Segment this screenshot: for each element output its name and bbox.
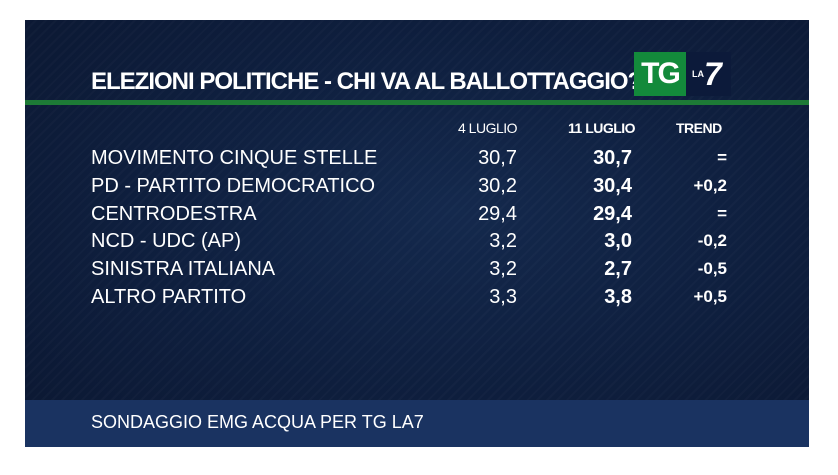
trend-value: =	[717, 148, 727, 167]
logo-seven: 7	[704, 56, 722, 92]
trend-value: -0,2	[697, 231, 727, 251]
value-4-luglio: 3,2	[489, 258, 517, 281]
value-11-luglio: 30,4	[593, 174, 632, 197]
party-name: NCD - UDC (AP)	[91, 230, 241, 253]
trend-value: +0,5	[693, 287, 727, 306]
tg-la7-logo: TG LA 7	[634, 52, 731, 96]
footer-band: SONDAGGIO EMG ACQUA PER TG LA7	[25, 400, 809, 447]
party-name: CENTRODESTRA	[91, 202, 257, 225]
trend-value: =	[717, 203, 727, 223]
table-row: NCD - UDC (AP) 3,2 3,0 -0,2	[25, 227, 809, 255]
trend-value: -0,5	[697, 259, 727, 279]
logo-la7: LA 7	[686, 52, 731, 96]
value-4-luglio: 3,2	[489, 230, 517, 253]
poll-panel: ELEZIONI POLITICHE - CHI VA AL BALLOTTAG…	[25, 20, 809, 447]
table-row: CENTRODESTRA 29,4 29,4 =	[25, 200, 809, 228]
value-4-luglio: 30,7	[478, 147, 517, 169]
source-note: SONDAGGIO EMG ACQUA PER TG LA7	[91, 412, 424, 432]
column-header-4-luglio: 4 LUGLIO	[458, 120, 518, 136]
trend-value: +0,2	[693, 175, 727, 195]
logo-tg: TG	[634, 52, 686, 96]
party-name: PD - PARTITO DEMOCRATICO	[91, 174, 376, 197]
table-row: MOVIMENTO CINQUE STELLE 30,7 30,7 =	[25, 144, 809, 172]
logo-la: LA	[692, 69, 704, 79]
party-name: SINISTRA ITALIANA	[91, 258, 276, 281]
column-header-trend: TREND	[676, 120, 722, 136]
value-11-luglio: 3,8	[604, 286, 632, 308]
value-11-luglio: 29,4	[593, 202, 632, 225]
table-row: SINISTRA ITALIANA 3,2 2,7 -0,5	[25, 255, 809, 283]
table-row: PD - PARTITO DEMOCRATICO 30,2 30,4 +0,2	[25, 172, 809, 200]
value-11-luglio: 30,7	[593, 147, 632, 169]
chart-title: ELEZIONI POLITICHE - CHI VA AL BALLOTTAG…	[91, 68, 642, 95]
table-row: ALTRO PARTITO 3,3 3,8 +0,5	[25, 283, 809, 311]
value-11-luglio: 3,0	[604, 230, 632, 253]
party-name: ALTRO PARTITO	[91, 286, 247, 308]
green-divider	[25, 100, 809, 105]
value-4-luglio: 30,2	[478, 174, 517, 197]
value-4-luglio: 3,3	[489, 286, 517, 308]
party-name: MOVIMENTO CINQUE STELLE	[91, 147, 378, 169]
value-11-luglio: 2,7	[604, 258, 632, 281]
value-4-luglio: 29,4	[478, 202, 517, 225]
column-header-11-luglio: 11 LUGLIO	[568, 120, 636, 136]
